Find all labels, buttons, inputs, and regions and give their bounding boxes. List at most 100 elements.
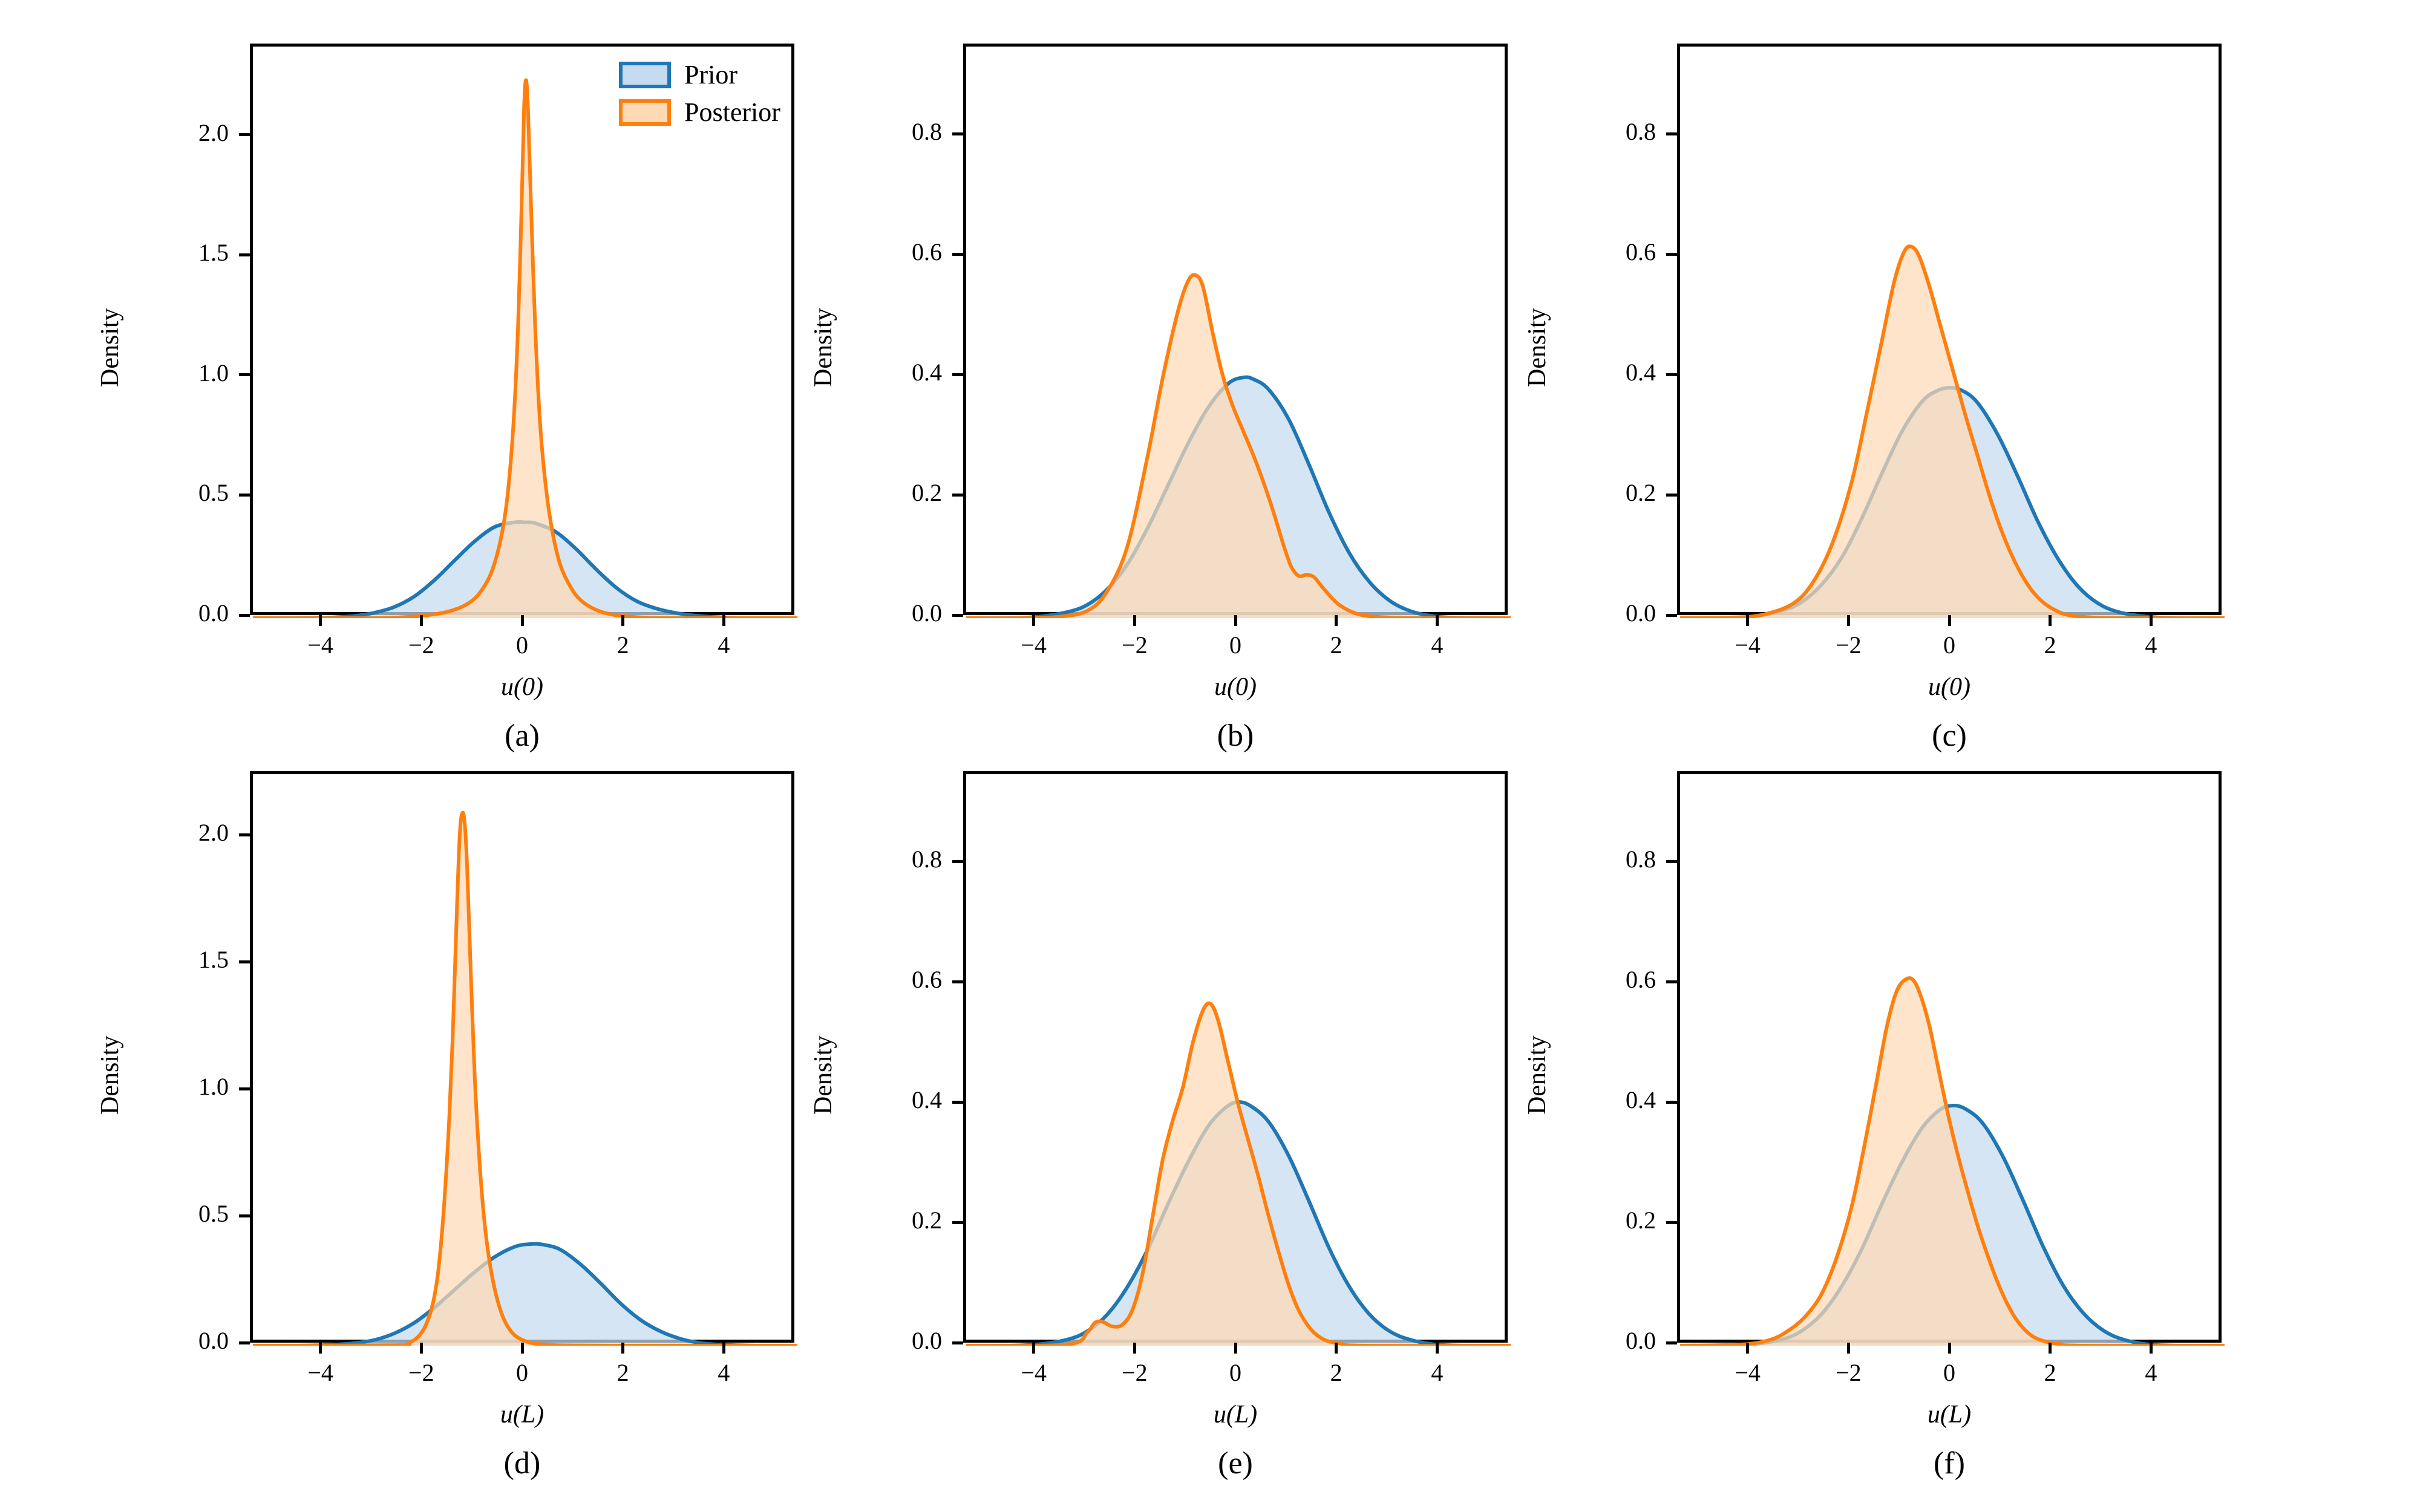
x-tick-label: 2 (2044, 1359, 2056, 1386)
x-axis-title-d: u(L) (500, 1401, 544, 1429)
y-tickmark (1666, 1220, 1677, 1224)
x-tickmark (1947, 615, 1951, 626)
y-tickmark (1666, 859, 1677, 863)
y-tick-label: 0.5 (198, 1200, 229, 1227)
y-tickmark (952, 613, 963, 617)
legend-label: Posterior (684, 97, 780, 127)
x-tick-label: 2 (1330, 631, 1342, 659)
series-posterior-c (1680, 244, 2225, 618)
x-tick-label: −4 (307, 631, 333, 659)
y-tick-label: 0.8 (912, 846, 942, 873)
x-tickmark (1846, 1343, 1850, 1354)
y-tick-label: 0.6 (912, 966, 942, 994)
series-posterior-a (253, 78, 797, 618)
y-tickmark (1666, 613, 1677, 617)
y-tickmark (1666, 980, 1677, 983)
x-tickmark (1947, 1343, 1951, 1354)
x-tickmark (1746, 1343, 1750, 1354)
series-fill (1680, 246, 2225, 618)
x-tickmark (1335, 615, 1338, 626)
x-tick-label: −2 (1836, 631, 1862, 659)
x-tickmark (621, 1343, 625, 1354)
y-tickmark (239, 493, 250, 497)
x-tickmark (319, 1343, 322, 1354)
y-tick-label: 0.8 (1626, 846, 1656, 873)
x-tick-label: −2 (408, 631, 434, 659)
legend-label: Prior (684, 60, 737, 90)
y-tickmark (1666, 1341, 1677, 1344)
x-tickmark (621, 615, 625, 626)
y-tick-label: 0.0 (198, 599, 229, 627)
y-tick-label: 0.4 (912, 1086, 942, 1114)
y-tickmark (952, 1341, 963, 1344)
x-tickmark (1032, 1343, 1036, 1354)
y-tick-label: 2.0 (198, 119, 229, 146)
y-tick-label: 0.6 (1626, 966, 1656, 994)
series-outline (966, 375, 1511, 618)
series-fill (253, 80, 797, 618)
legend-swatch-prior (619, 62, 671, 88)
x-tick-label: 4 (2145, 631, 2157, 659)
x-tick-label: 4 (718, 1359, 730, 1386)
legend: Prior Posterior (619, 62, 780, 126)
x-tick-label: 2 (616, 631, 629, 659)
y-axis-title-d: Density (96, 1035, 124, 1115)
x-tickmark (1234, 615, 1237, 626)
series-outline (966, 273, 1511, 618)
y-axis-title-c: Density (1523, 307, 1551, 387)
y-tickmark (952, 132, 963, 135)
x-tick-label: 0 (516, 1359, 528, 1386)
series-fill (253, 1243, 797, 1346)
x-tickmark (1846, 615, 1850, 626)
x-tick-label: 2 (616, 1359, 629, 1386)
y-tick-label: 0.2 (912, 1207, 942, 1234)
y-tickmark (239, 613, 250, 617)
x-tickmark (722, 1343, 725, 1354)
panel-caption-b: (b) (1217, 719, 1254, 753)
x-tick-label: 0 (516, 631, 528, 659)
legend-swatch-posterior (619, 99, 671, 126)
y-tickmark (239, 253, 250, 256)
legend-item-prior[interactable]: Prior (619, 62, 780, 88)
y-tickmark (239, 960, 250, 963)
y-tick-label: 0.6 (1626, 238, 1656, 266)
y-tick-label: 0.5 (198, 479, 229, 507)
series-posterior-f (1680, 976, 2225, 1346)
y-tickmark (239, 373, 250, 377)
y-tick-label: 0.0 (1626, 599, 1656, 627)
density-curves-b (966, 273, 1511, 618)
y-tickmark (1666, 132, 1677, 135)
panel-caption-a: (a) (505, 719, 540, 753)
series-outline (966, 1001, 1511, 1346)
series-outline (253, 1242, 797, 1346)
series-fill (1680, 978, 2225, 1346)
y-tick-label: 0.0 (198, 1327, 229, 1354)
y-tick-label: 0.2 (1626, 479, 1656, 507)
x-axis-title-b: u(0) (1214, 673, 1257, 701)
y-tick-label: 1.5 (198, 946, 229, 973)
density-curves-f (1680, 976, 2225, 1346)
y-tick-label: 1.5 (198, 239, 229, 267)
x-axis-title-f: u(L) (1927, 1401, 1972, 1429)
density-curves-e (966, 1001, 1511, 1346)
panel-caption-e: (e) (1218, 1446, 1253, 1481)
x-tickmark (1435, 615, 1439, 626)
x-tick-label: 4 (1431, 1359, 1444, 1386)
x-tickmark (1133, 615, 1136, 626)
series-posterior-b (966, 273, 1511, 618)
x-tickmark (722, 615, 725, 626)
series-fill (966, 1003, 1511, 1346)
series-outline (253, 78, 797, 618)
y-tickmark (952, 373, 963, 376)
series-outline (1680, 244, 2225, 618)
panel-caption-f: (f) (1934, 1446, 1965, 1481)
y-tickmark (239, 1214, 250, 1217)
y-tickmark (952, 1100, 963, 1104)
y-tickmark (952, 980, 963, 983)
x-tickmark (1746, 615, 1750, 626)
legend-item-posterior[interactable]: Posterior (619, 99, 780, 126)
x-tickmark (1435, 1343, 1439, 1354)
x-tick-label: −2 (1836, 1359, 1862, 1386)
y-tickmark (239, 833, 250, 836)
y-tick-label: 2.0 (198, 819, 229, 846)
